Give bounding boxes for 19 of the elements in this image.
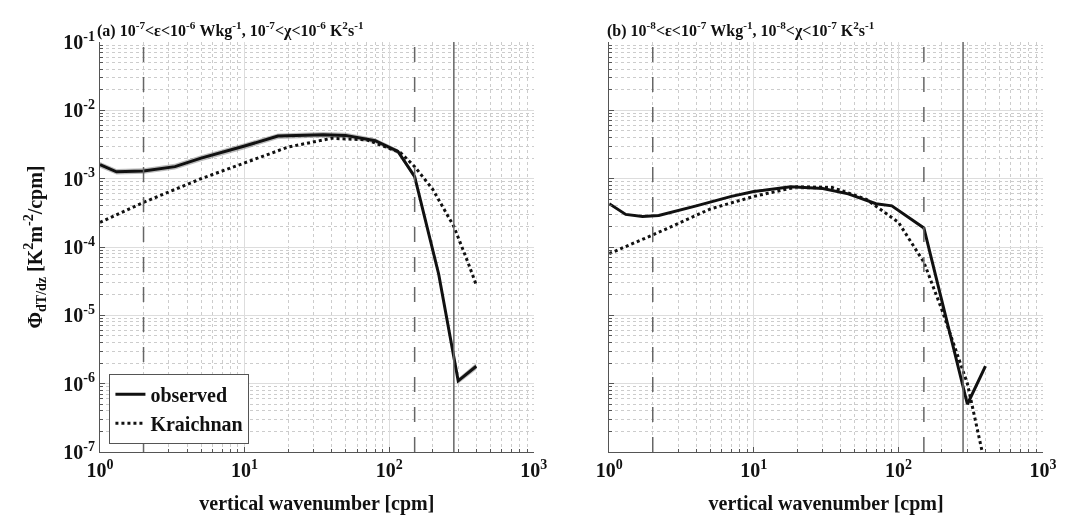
y-tick-label: 10$^{-2}$ [63, 96, 95, 122]
x-axis-title: vertical wavenumber [cpm] [708, 491, 944, 515]
legend-label: Kraichnan [150, 413, 243, 436]
x-tick-label: 10$^{3}$ [520, 456, 548, 481]
x-tick-label: 10$^{1}$ [740, 456, 768, 481]
x-tick-label: 10$^{1}$ [231, 456, 259, 481]
y-tick-label: 10$^{-1}$ [63, 28, 95, 53]
y-tick-label: 10$^{-3}$ [63, 165, 95, 190]
x-axis-title: vertical wavenumber [cpm] [199, 491, 435, 515]
x-tick-label: 10$^{3}$ [1029, 456, 1057, 481]
x-tick-label: 10$^{2}$ [375, 456, 403, 481]
x-tick-label: 10$^{2}$ [884, 456, 912, 481]
chart-title: (a) 10$^{-7}$<ε<10$^{-6}$ Wkg$^{-1}$, 10$^{-7}$<χ<10$^{-6}$ K$^{2}$s$^{-1}$ [97, 19, 364, 39]
x-tick-label: 10$^{0}$ [595, 456, 623, 481]
y-tick-label: 10$^{-6}$ [63, 370, 95, 395]
y-tick-label: 10$^{-5}$ [63, 301, 95, 327]
legend-label: observed [150, 384, 228, 407]
y-tick-label: 10$^{-4}$ [63, 233, 95, 258]
chart-title: (b) 10$^{-8}$<ε<10$^{-7}$ Wkg$^{-1}$, 10$^{-8}$<χ<10$^{-7}$ K$^{2}$s$^{-1}$ [607, 19, 875, 39]
